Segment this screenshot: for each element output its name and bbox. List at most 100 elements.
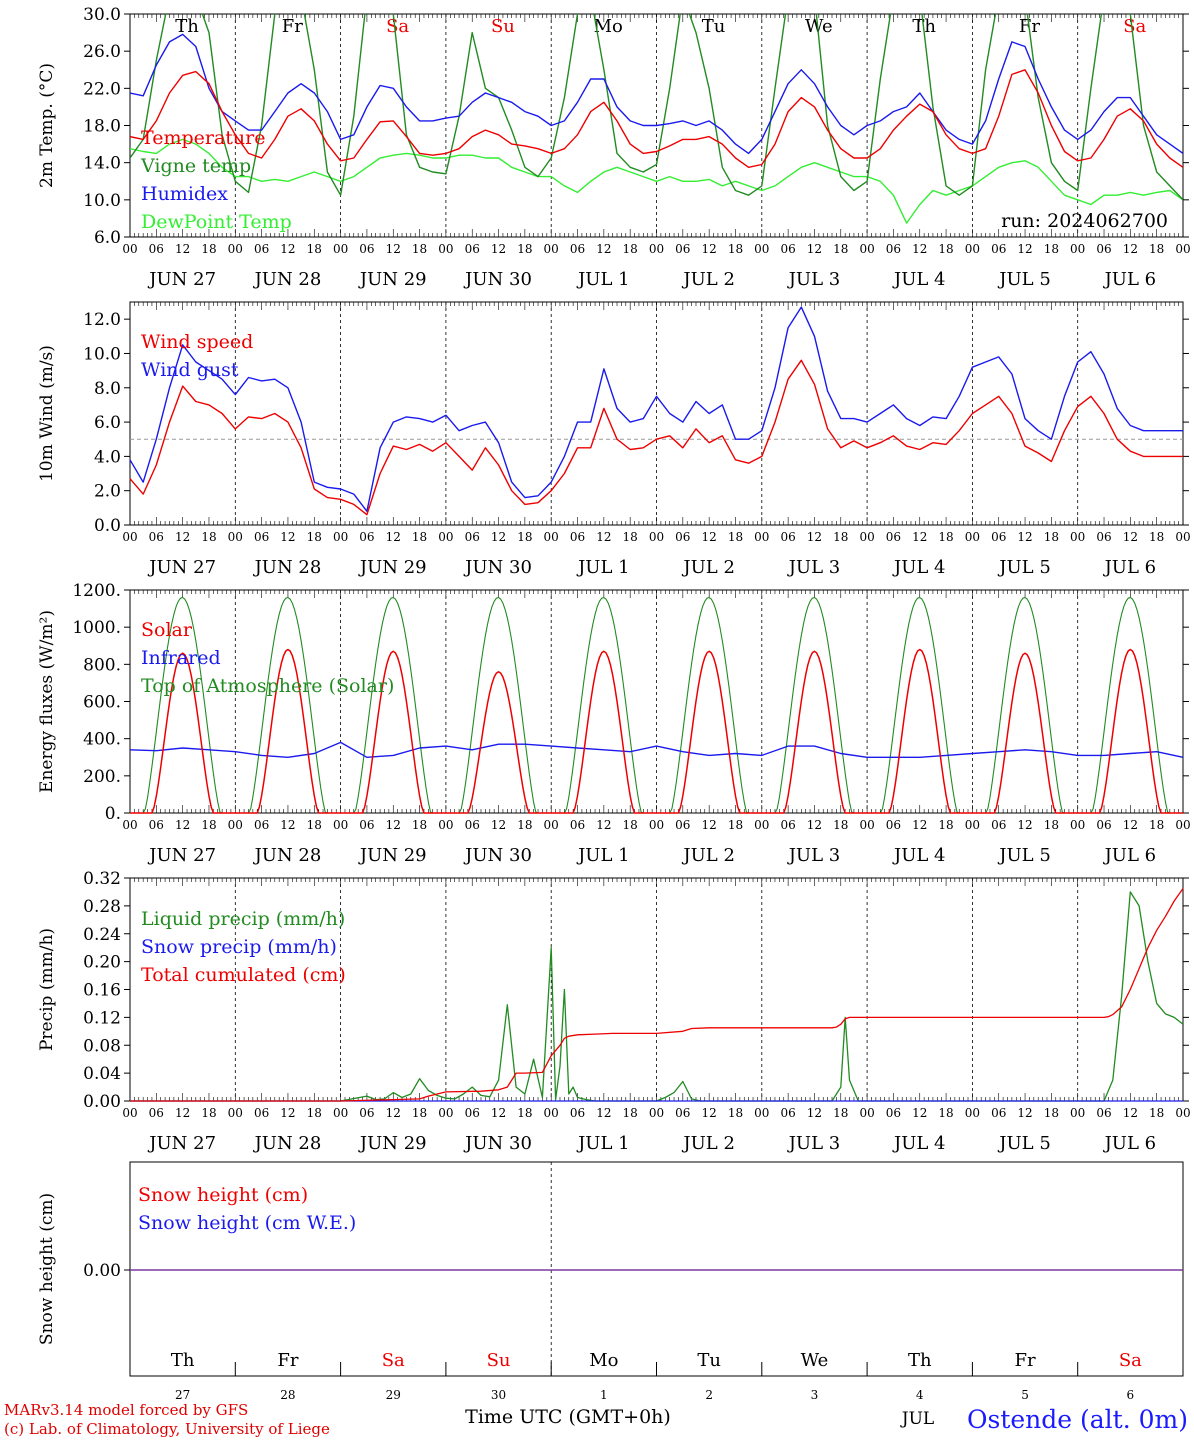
date-label: JUL 3 <box>787 557 841 578</box>
date-label: JUL 4 <box>892 1133 946 1154</box>
hour-tick-label: 00 <box>649 242 664 256</box>
hour-tick-label: 06 <box>149 530 164 544</box>
day-number: 2 <box>705 1388 713 1402</box>
date-label: JUL 4 <box>892 557 946 578</box>
hour-tick-label: 18 <box>412 530 427 544</box>
y-tick-label: 6.0 <box>94 413 121 433</box>
hour-tick-label: 18 <box>307 818 322 832</box>
y-tick-label: 12.0 <box>83 310 121 330</box>
y-axis-label: Precip (mm/h) <box>37 928 57 1051</box>
day-label: Su <box>491 16 515 37</box>
hour-tick-label: 12 <box>807 242 822 256</box>
y-tick-label: 0.08 <box>83 1036 121 1056</box>
hour-tick-label: 18 <box>623 242 638 256</box>
y-tick-label: 18.0 <box>83 117 121 137</box>
day-number: 30 <box>491 1388 506 1402</box>
hour-tick-label: 12 <box>912 818 927 832</box>
date-label: JUL 6 <box>1103 557 1157 578</box>
hour-tick-label: 12 <box>596 242 611 256</box>
hour-tick-label: 06 <box>254 1106 269 1120</box>
hour-tick-label: 00 <box>544 1106 559 1120</box>
legend-entry: Humidex <box>141 183 228 205</box>
hour-tick-label: 00 <box>438 530 453 544</box>
hour-tick-label: 12 <box>386 818 401 832</box>
date-label: JUN 28 <box>253 269 322 290</box>
hour-tick-label: 12 <box>807 818 822 832</box>
hour-tick-label: 00 <box>859 530 874 544</box>
y-tick-label: 0.12 <box>83 1008 121 1028</box>
x-axis-label: Time UTC (GMT+0h) <box>465 1406 671 1428</box>
y-tick-label: 0.20 <box>83 953 121 973</box>
hour-tick-label: 12 <box>491 530 506 544</box>
hour-tick-label: 06 <box>1096 530 1111 544</box>
y-axis-label: Energy fluxes (W/m²) <box>37 610 57 793</box>
y-tick-label: 0.04 <box>83 1064 121 1084</box>
hour-tick-label: 12 <box>491 818 506 832</box>
day-label: Sa <box>382 1350 405 1371</box>
y-tick-label: 8.0 <box>94 379 121 399</box>
y-tick-label: 4.0 <box>94 447 121 467</box>
y-tick-label: 200. <box>83 767 121 787</box>
day-label: Sa <box>1123 16 1146 37</box>
date-label: JUL 2 <box>681 1133 735 1154</box>
hour-tick-label: 18 <box>517 1106 532 1120</box>
y-axis-label: 10m Wind (m/s) <box>37 345 57 482</box>
y-tick-label: 1000. <box>72 618 121 638</box>
hour-tick-label: 06 <box>570 1106 585 1120</box>
hour-tick-label: 18 <box>833 242 848 256</box>
series-line-wind-speed <box>129 359 1183 516</box>
hour-tick-label: 06 <box>886 530 901 544</box>
hour-tick-label: 06 <box>1096 818 1111 832</box>
hour-tick-label: 06 <box>1096 242 1111 256</box>
hour-tick-label: 00 <box>544 242 559 256</box>
hour-tick-label: 00 <box>1175 818 1190 832</box>
hour-tick-label: 18 <box>623 818 638 832</box>
hour-tick-label: 00 <box>228 1106 243 1120</box>
hour-tick-label: 06 <box>780 242 795 256</box>
hour-tick-label: 12 <box>280 530 295 544</box>
date-label: JUL 3 <box>787 1133 841 1154</box>
station-label: Ostende (alt. 0m) <box>967 1405 1188 1434</box>
hour-tick-label: 18 <box>1044 818 1059 832</box>
hour-tick-label: 12 <box>175 530 190 544</box>
hour-tick-label: 00 <box>1070 530 1085 544</box>
date-label: JUL 2 <box>681 269 735 290</box>
hour-tick-label: 00 <box>1070 818 1085 832</box>
hour-tick-label: 12 <box>596 818 611 832</box>
hour-tick-label: 12 <box>491 1106 506 1120</box>
hour-tick-label: 12 <box>912 1106 927 1120</box>
date-label: JUL 2 <box>681 845 735 866</box>
day-label: Fr <box>1015 1350 1036 1371</box>
day-label: Fr <box>277 1350 298 1371</box>
date-label: JUL 1 <box>576 557 630 578</box>
day-number: 4 <box>916 1388 924 1402</box>
hour-tick-label: 06 <box>991 530 1006 544</box>
hour-tick-label: 00 <box>965 818 980 832</box>
y-tick-label: 2.0 <box>94 482 121 502</box>
day-label: Th <box>175 16 199 37</box>
y-tick-label: 1200. <box>72 581 121 601</box>
hour-tick-label: 18 <box>728 242 743 256</box>
hour-tick-label: 00 <box>1175 1106 1190 1120</box>
hour-tick-label: 00 <box>122 530 137 544</box>
day-label: We <box>801 1350 829 1371</box>
y-tick-label: 0.00 <box>83 1261 121 1281</box>
hour-tick-label: 18 <box>833 530 848 544</box>
date-label: JUL 4 <box>892 269 946 290</box>
y-tick-label: 26.0 <box>83 42 121 62</box>
date-label: JUN 27 <box>147 269 216 290</box>
hour-tick-label: 12 <box>1123 818 1138 832</box>
hour-tick-label: 00 <box>859 1106 874 1120</box>
day-label: Su <box>487 1350 511 1371</box>
hour-tick-label: 00 <box>1070 242 1085 256</box>
hour-tick-label: 12 <box>1123 242 1138 256</box>
hour-tick-label: 06 <box>1096 1106 1111 1120</box>
y-axis-label: Snow height (cm) <box>37 1193 57 1345</box>
hour-tick-label: 00 <box>122 1106 137 1120</box>
panel-frame-2 <box>129 301 1184 526</box>
day-label: We <box>805 16 833 37</box>
hour-tick-label: 00 <box>122 818 137 832</box>
hour-tick-label: 00 <box>438 242 453 256</box>
hour-tick-label: 00 <box>1070 1106 1085 1120</box>
hour-tick-label: 06 <box>465 530 480 544</box>
